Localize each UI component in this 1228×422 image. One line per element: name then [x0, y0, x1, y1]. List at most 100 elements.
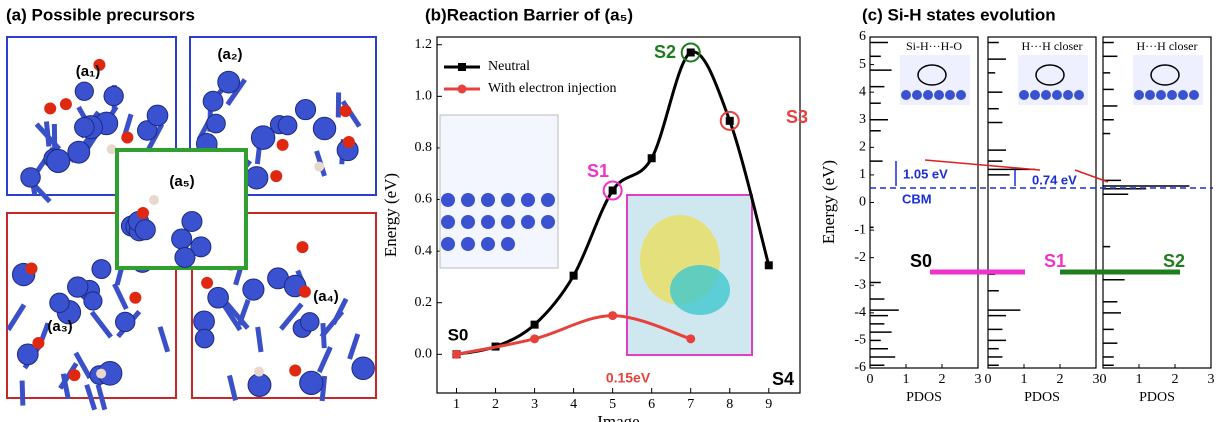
si-atom: [300, 313, 319, 332]
si-atom: [1145, 90, 1155, 100]
si-atom: [441, 193, 455, 207]
x-tick-label: 3: [975, 372, 982, 387]
si-atom: [541, 215, 555, 229]
si-atom: [278, 116, 297, 135]
si-atom: [1189, 90, 1199, 100]
si-atom: [441, 215, 455, 229]
si-atom: [1167, 90, 1177, 100]
x-tick-label: 2: [939, 372, 946, 387]
si-atom: [441, 237, 455, 251]
bond: [258, 327, 261, 352]
y-tick-label: 5: [859, 57, 866, 72]
x-tick-label: 3: [1208, 372, 1215, 387]
si-atom: [934, 90, 944, 100]
x-tick-label: 6: [648, 397, 655, 412]
o-atom: [277, 139, 289, 151]
y-tick-label: -3: [854, 277, 866, 292]
y-tick-label: -4: [854, 305, 866, 320]
y-tick-label: 6: [859, 29, 866, 44]
si-atom: [172, 229, 192, 249]
si-atom: [521, 215, 535, 229]
o-atom: [289, 364, 301, 376]
si-atom: [116, 312, 135, 331]
si-atom: [295, 100, 315, 120]
si-atom: [313, 117, 335, 139]
point: [648, 154, 656, 162]
point: [608, 311, 617, 320]
y-tick-label: -6: [854, 360, 866, 375]
si-atom: [1134, 90, 1144, 100]
x-axis-label: PDOS: [906, 390, 942, 405]
point: [609, 186, 617, 194]
si-atom: [481, 193, 495, 207]
h-atom: [314, 162, 324, 172]
o-atom: [340, 105, 352, 117]
si-atom: [1178, 90, 1188, 100]
x-tick-label: 4: [570, 397, 577, 412]
si-atom: [68, 141, 90, 163]
si-atom: [300, 371, 323, 394]
si-atom: [1019, 90, 1029, 100]
h-atom: [96, 369, 106, 379]
o-atom: [296, 241, 308, 253]
legend-marker: [458, 85, 467, 94]
annotation: S2: [654, 42, 676, 62]
y-tick-label: -2: [854, 250, 866, 265]
point: [686, 334, 695, 343]
x-tick-label: 0: [1100, 372, 1107, 387]
y-tick-label: 1.2: [415, 37, 433, 52]
si-atom: [175, 247, 195, 267]
y-tick-label: 4: [859, 84, 866, 99]
x-tick-label: 7: [687, 397, 694, 412]
point: [570, 272, 578, 280]
structure-label: (a₂): [218, 46, 243, 63]
si-atom: [461, 237, 475, 251]
si-atom: [1030, 90, 1040, 100]
annotation: S0: [910, 251, 932, 271]
si-atom: [501, 237, 515, 251]
x-tick-label: 1: [1136, 372, 1143, 387]
structure-label: (a₄): [313, 288, 338, 305]
si-atom: [1063, 90, 1073, 100]
o-atom: [60, 98, 72, 110]
si-atom: [75, 82, 93, 100]
y-tick-label: -1: [854, 222, 866, 237]
x-tick-label: 0: [985, 372, 992, 387]
si-atom: [945, 90, 955, 100]
annotation: S1: [1044, 251, 1066, 271]
x-tick-label: 8: [726, 397, 733, 412]
structure-label: (a₃): [47, 318, 72, 335]
point: [530, 334, 539, 343]
si-atom: [248, 374, 271, 397]
si-atom: [1041, 90, 1051, 100]
si-atom: [461, 193, 475, 207]
si-atom: [218, 71, 240, 93]
si-atom: [1052, 90, 1062, 100]
si-atom: [912, 90, 922, 100]
figure: (a) Possible precursors (b)Reaction Barr…: [0, 0, 1228, 422]
o-atom: [25, 263, 37, 275]
inset-label: Si-H···H-O: [906, 39, 962, 53]
si-atom: [243, 279, 264, 300]
x-tick-label: 1: [1021, 372, 1028, 387]
o-atom: [44, 102, 56, 114]
y-tick-label: 2: [859, 140, 866, 155]
point: [726, 117, 734, 125]
y-tick-label: 3: [859, 112, 866, 127]
annotation: 0.74 eV: [1032, 172, 1077, 187]
structure-label: (a₅): [169, 173, 194, 190]
annotation: S0: [448, 325, 469, 344]
y-tick-label: 0.6: [415, 192, 433, 207]
annotation: 1.05 eV: [903, 166, 948, 181]
x-tick-label: 1: [453, 397, 460, 412]
si-atom: [47, 149, 70, 172]
x-axis-label: Image: [597, 412, 639, 422]
si-atom: [147, 105, 168, 126]
x-tick-label: 3: [1093, 372, 1100, 387]
inset-label: H···H closer: [1137, 39, 1198, 53]
y-tick-label: 0.8: [415, 140, 433, 155]
annotation: S3: [786, 107, 808, 127]
y-tick-label: 0.2: [415, 295, 433, 310]
o-atom: [121, 132, 133, 144]
si-atom: [50, 293, 69, 312]
